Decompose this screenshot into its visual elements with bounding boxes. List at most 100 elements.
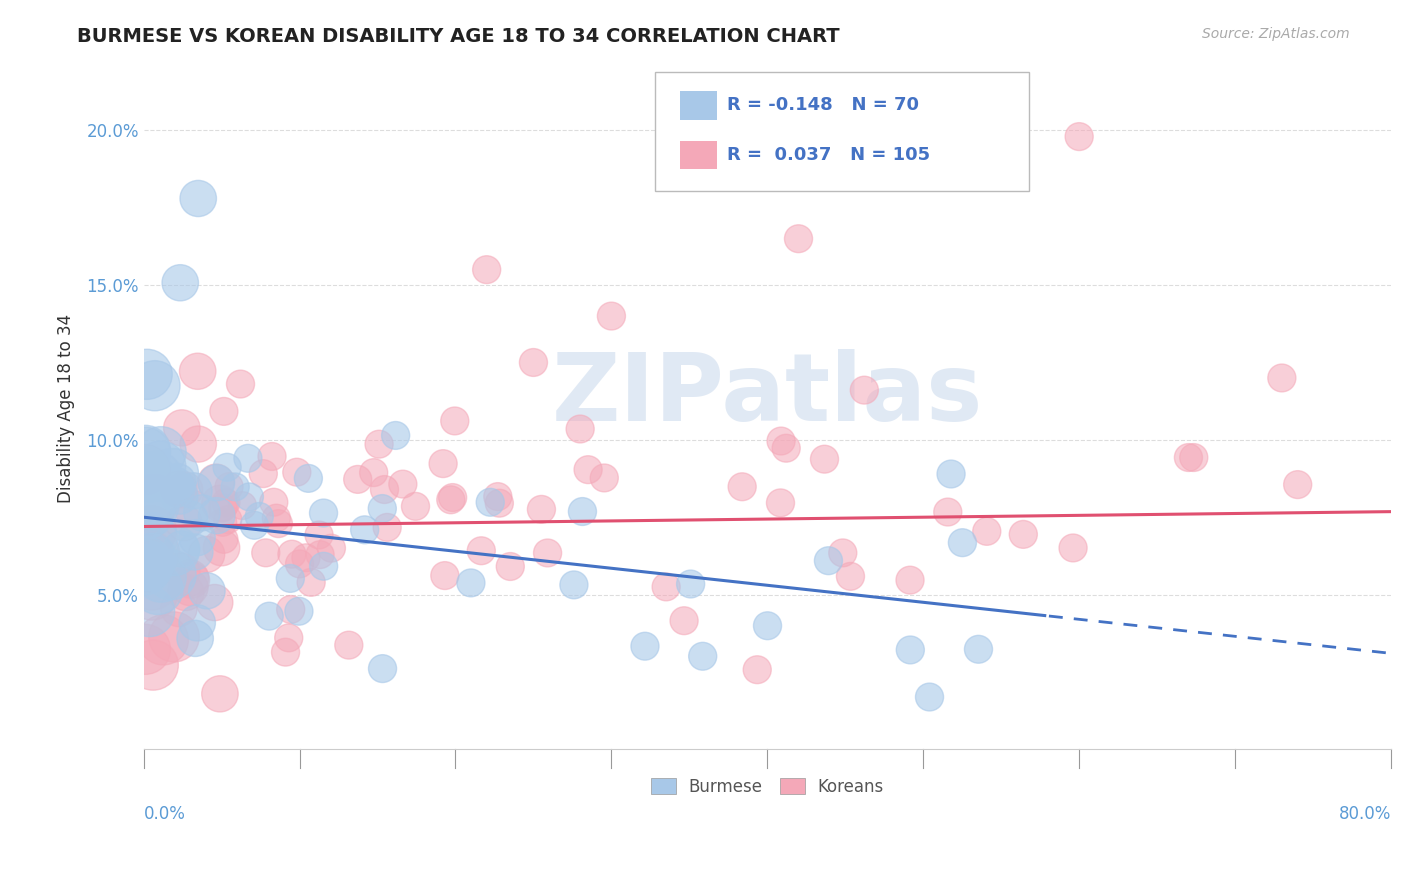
Text: 0.0%: 0.0% (143, 805, 186, 823)
Ellipse shape (146, 549, 197, 600)
Ellipse shape (440, 407, 468, 435)
Ellipse shape (172, 560, 208, 596)
Legend: Burmese, Koreans: Burmese, Koreans (644, 771, 891, 802)
Ellipse shape (862, 163, 890, 191)
Ellipse shape (305, 521, 333, 549)
Ellipse shape (689, 642, 717, 670)
Ellipse shape (368, 655, 396, 682)
Ellipse shape (828, 539, 856, 566)
Ellipse shape (368, 495, 396, 523)
Ellipse shape (437, 486, 465, 514)
Ellipse shape (292, 544, 321, 572)
Ellipse shape (260, 488, 288, 516)
FancyBboxPatch shape (681, 141, 717, 169)
Ellipse shape (188, 536, 225, 573)
Ellipse shape (221, 473, 249, 500)
Ellipse shape (215, 473, 243, 500)
Ellipse shape (439, 483, 467, 511)
Ellipse shape (209, 525, 238, 553)
Ellipse shape (201, 485, 238, 522)
Ellipse shape (160, 591, 197, 626)
Ellipse shape (810, 445, 838, 473)
Ellipse shape (125, 452, 176, 502)
Ellipse shape (257, 442, 285, 470)
Ellipse shape (851, 376, 879, 404)
Ellipse shape (472, 256, 501, 284)
Ellipse shape (519, 349, 547, 376)
Ellipse shape (120, 545, 170, 595)
Ellipse shape (309, 499, 337, 527)
Y-axis label: Disability Age 18 to 34: Disability Age 18 to 34 (58, 314, 75, 503)
Ellipse shape (197, 584, 233, 621)
Ellipse shape (180, 426, 217, 462)
Ellipse shape (122, 530, 173, 580)
Ellipse shape (271, 639, 299, 666)
Ellipse shape (209, 398, 238, 425)
Ellipse shape (965, 635, 993, 664)
Ellipse shape (188, 573, 225, 609)
Ellipse shape (163, 531, 200, 567)
Ellipse shape (915, 683, 943, 711)
Ellipse shape (127, 533, 177, 583)
Ellipse shape (120, 624, 170, 674)
Ellipse shape (124, 488, 174, 538)
Text: 80.0%: 80.0% (1339, 805, 1391, 823)
Ellipse shape (309, 552, 337, 580)
FancyBboxPatch shape (655, 72, 1029, 191)
Ellipse shape (343, 466, 371, 493)
Ellipse shape (350, 516, 378, 544)
Ellipse shape (174, 491, 211, 526)
Ellipse shape (429, 450, 457, 477)
Ellipse shape (591, 464, 619, 491)
Ellipse shape (198, 465, 235, 500)
Ellipse shape (1066, 123, 1094, 151)
Ellipse shape (263, 504, 291, 532)
Ellipse shape (235, 483, 263, 511)
Ellipse shape (198, 498, 235, 533)
Ellipse shape (120, 490, 170, 540)
Ellipse shape (162, 265, 198, 301)
Ellipse shape (135, 441, 186, 491)
Ellipse shape (560, 571, 588, 599)
Ellipse shape (240, 511, 269, 540)
Ellipse shape (366, 430, 394, 458)
Ellipse shape (485, 490, 513, 517)
Ellipse shape (138, 615, 188, 665)
Ellipse shape (254, 602, 283, 630)
Ellipse shape (212, 489, 240, 516)
Ellipse shape (1284, 471, 1312, 499)
Ellipse shape (949, 529, 976, 557)
Ellipse shape (249, 459, 277, 488)
Ellipse shape (1180, 443, 1208, 472)
Ellipse shape (233, 444, 262, 472)
Ellipse shape (285, 550, 314, 578)
Ellipse shape (766, 489, 794, 516)
Ellipse shape (318, 534, 346, 562)
Ellipse shape (567, 415, 595, 443)
Ellipse shape (896, 566, 924, 594)
Ellipse shape (180, 180, 217, 217)
Ellipse shape (744, 656, 772, 683)
Ellipse shape (177, 534, 212, 570)
Ellipse shape (167, 574, 204, 611)
Ellipse shape (245, 502, 273, 531)
Ellipse shape (184, 495, 221, 531)
Ellipse shape (274, 624, 302, 652)
Ellipse shape (204, 530, 240, 566)
Ellipse shape (294, 465, 322, 492)
Ellipse shape (135, 426, 186, 476)
Ellipse shape (162, 478, 198, 514)
Ellipse shape (198, 464, 235, 500)
Ellipse shape (163, 553, 200, 590)
Ellipse shape (172, 500, 208, 537)
Ellipse shape (160, 471, 197, 508)
Ellipse shape (307, 541, 335, 568)
Ellipse shape (127, 560, 177, 610)
Ellipse shape (277, 596, 305, 624)
Ellipse shape (122, 541, 173, 591)
Ellipse shape (768, 427, 796, 455)
Ellipse shape (172, 569, 208, 606)
Ellipse shape (127, 570, 177, 620)
Ellipse shape (402, 492, 430, 520)
Ellipse shape (430, 562, 458, 590)
